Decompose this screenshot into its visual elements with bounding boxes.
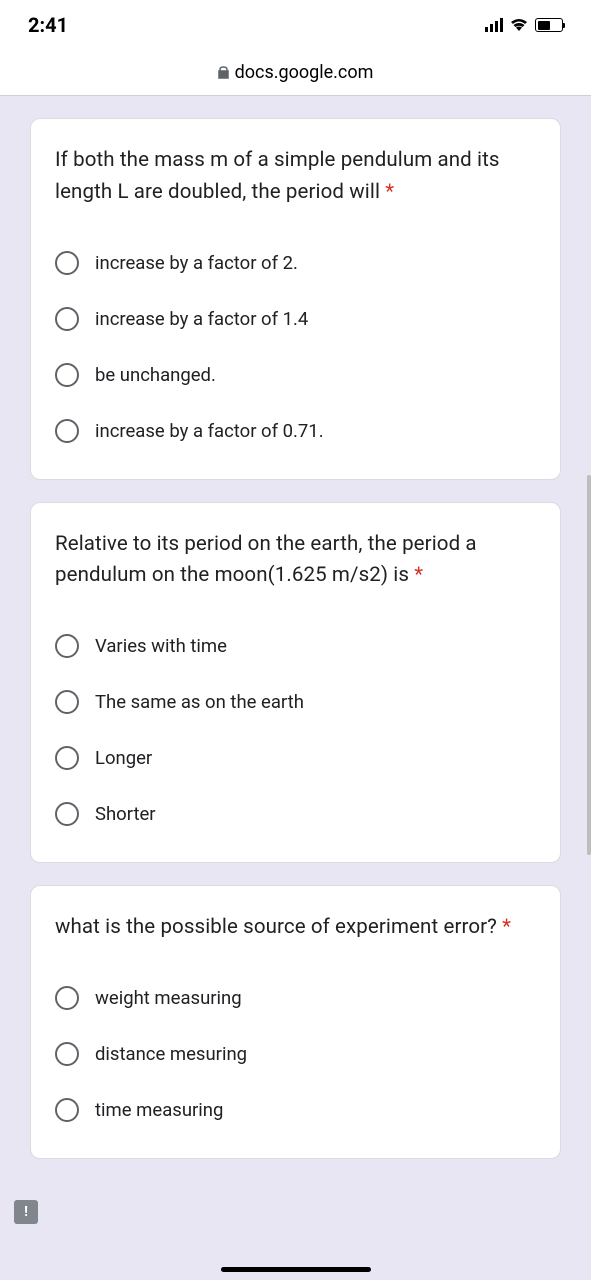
home-indicator[interactable] bbox=[221, 1267, 371, 1272]
wifi-icon bbox=[509, 18, 529, 33]
radio-option[interactable]: increase by a factor of 0.71. bbox=[55, 411, 536, 451]
radio-circle-icon bbox=[55, 1098, 79, 1122]
feedback-button[interactable]: ! bbox=[14, 1200, 38, 1224]
radio-circle-icon bbox=[55, 419, 79, 443]
radio-circle-icon bbox=[55, 690, 79, 714]
radio-circle-icon bbox=[55, 251, 79, 275]
option-label: be unchanged. bbox=[95, 364, 216, 386]
radio-option[interactable]: increase by a factor of 1.4 bbox=[55, 299, 536, 339]
option-label: The same as on the earth bbox=[95, 691, 304, 713]
options-group: Varies with time The same as on the eart… bbox=[55, 626, 536, 834]
radio-option[interactable]: time measuring bbox=[55, 1090, 536, 1130]
option-label: distance mesuring bbox=[95, 1043, 247, 1065]
radio-option[interactable]: The same as on the earth bbox=[55, 682, 536, 722]
form-content: If both the mass m of a simple pendulum … bbox=[0, 118, 591, 1159]
required-star-icon: * bbox=[414, 563, 423, 587]
status-bar: 2:41 bbox=[0, 0, 591, 50]
radio-option[interactable]: distance mesuring bbox=[55, 1034, 536, 1074]
battery-icon bbox=[535, 18, 563, 32]
radio-circle-icon bbox=[55, 986, 79, 1010]
option-label: increase by a factor of 2. bbox=[95, 252, 298, 274]
radio-circle-icon bbox=[55, 363, 79, 387]
radio-option[interactable]: weight measuring bbox=[55, 978, 536, 1018]
status-icons bbox=[485, 18, 563, 33]
radio-circle-icon bbox=[55, 802, 79, 826]
lock-icon bbox=[218, 66, 229, 79]
question-card: Relative to its period on the earth, the… bbox=[30, 502, 561, 864]
radio-option[interactable]: be unchanged. bbox=[55, 355, 536, 395]
question-card: If both the mass m of a simple pendulum … bbox=[30, 118, 561, 480]
required-star-icon: * bbox=[502, 915, 511, 939]
question-text: what is the possible source of experimen… bbox=[55, 912, 536, 944]
radio-circle-icon bbox=[55, 634, 79, 658]
options-group: increase by a factor of 2. increase by a… bbox=[55, 243, 536, 451]
status-time: 2:41 bbox=[28, 13, 68, 37]
option-label: Varies with time bbox=[95, 635, 227, 657]
option-label: Shorter bbox=[95, 803, 156, 825]
url-bar[interactable]: docs.google.com bbox=[0, 50, 591, 96]
radio-circle-icon bbox=[55, 1042, 79, 1066]
scrollbar[interactable] bbox=[587, 475, 591, 855]
radio-option[interactable]: Longer bbox=[55, 738, 536, 778]
question-text: Relative to its period on the earth, the… bbox=[55, 529, 536, 593]
option-label: increase by a factor of 1.4 bbox=[95, 308, 308, 330]
question-text: If both the mass m of a simple pendulum … bbox=[55, 145, 536, 209]
question-card: what is the possible source of experimen… bbox=[30, 885, 561, 1159]
radio-option[interactable]: Varies with time bbox=[55, 626, 536, 666]
url-text: docs.google.com bbox=[235, 62, 374, 83]
radio-circle-icon bbox=[55, 746, 79, 770]
options-group: weight measuring distance mesuring time … bbox=[55, 978, 536, 1130]
radio-circle-icon bbox=[55, 307, 79, 331]
required-star-icon: * bbox=[385, 180, 394, 204]
radio-option[interactable]: increase by a factor of 2. bbox=[55, 243, 536, 283]
option-label: Longer bbox=[95, 747, 152, 769]
option-label: weight measuring bbox=[95, 987, 242, 1009]
option-label: increase by a factor of 0.71. bbox=[95, 420, 324, 442]
exclamation-icon: ! bbox=[24, 1204, 28, 1220]
cellular-signal-icon bbox=[485, 18, 503, 32]
radio-option[interactable]: Shorter bbox=[55, 794, 536, 834]
option-label: time measuring bbox=[95, 1099, 223, 1121]
